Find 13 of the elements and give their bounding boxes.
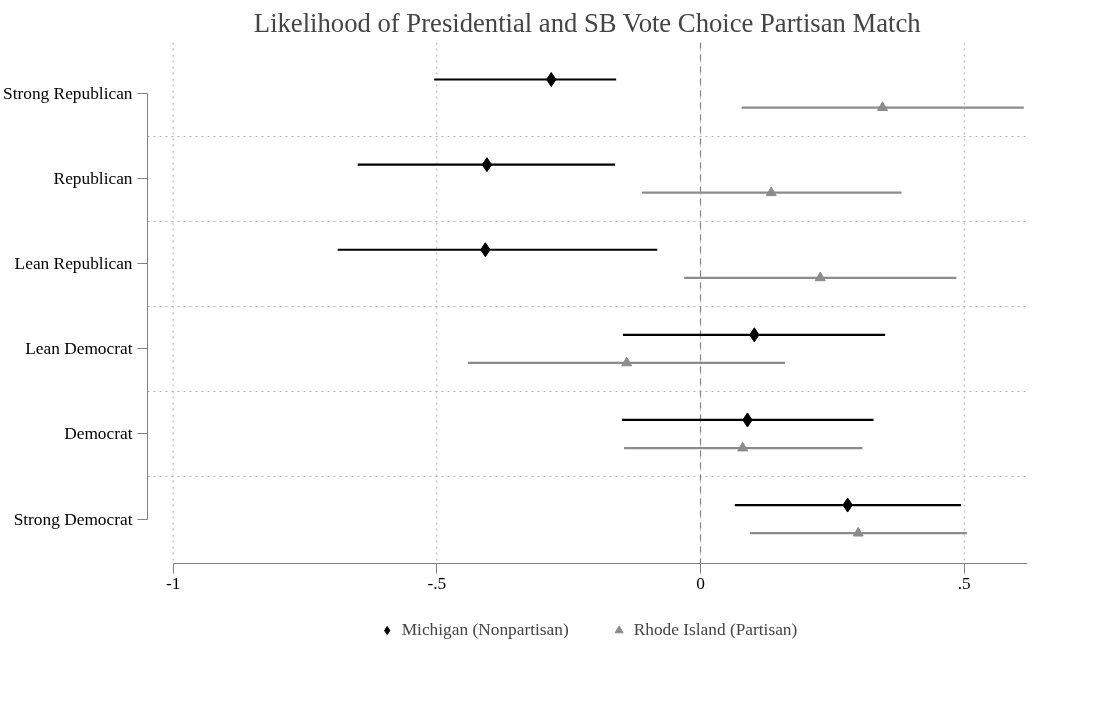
y-tick-label: Republican bbox=[53, 169, 133, 189]
y-tick-label: Strong Republican bbox=[3, 84, 133, 104]
chart-title: Likelihood of Presidential and SB Vote Choice Partisan Match bbox=[253, 7, 921, 38]
y-tick-label: Lean Democrat bbox=[25, 339, 133, 359]
x-tick-label: -.5 bbox=[427, 574, 447, 594]
legend-label: Michigan (Nonpartisan) bbox=[401, 620, 569, 640]
x-tick-label: 0 bbox=[696, 574, 705, 594]
y-tick-label: Lean Republican bbox=[14, 254, 133, 274]
y-tick-label: Democrat bbox=[64, 424, 133, 444]
legend-label: Rhode Island (Partisan) bbox=[633, 620, 798, 640]
x-tick-label: -1 bbox=[165, 574, 181, 594]
x-tick-label: .5 bbox=[957, 574, 971, 594]
y-tick-label: Strong Democrat bbox=[13, 509, 133, 529]
